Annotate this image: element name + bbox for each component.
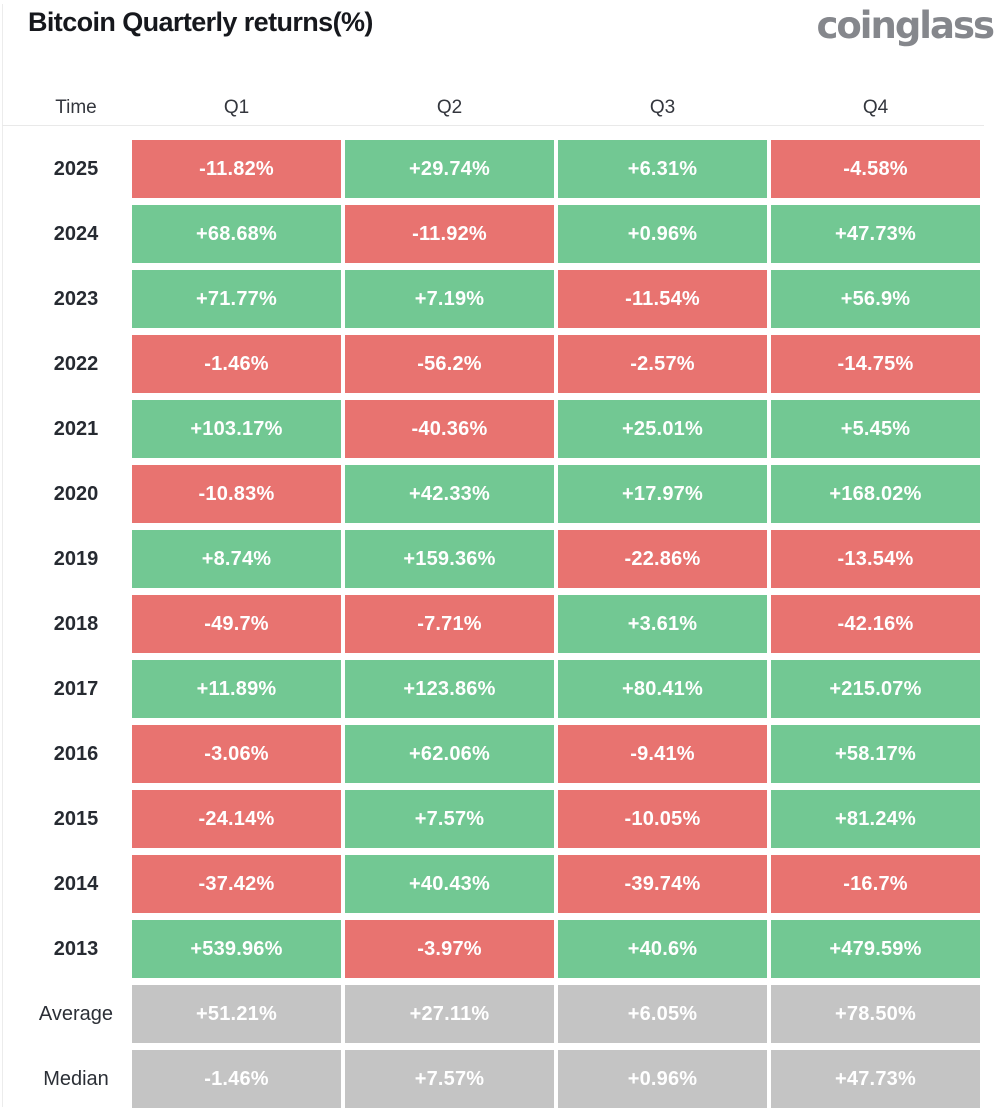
cell-2019-q2: +159.36% [345, 530, 554, 588]
row-label-median: Median [43, 1067, 109, 1090]
page-title: Bitcoin Quarterly returns(%) [28, 7, 373, 37]
cell-2025-q2: +29.74% [345, 140, 554, 198]
row-label-2019: 2019 [53, 547, 99, 570]
cell-2024-q1: +68.68% [132, 205, 341, 263]
cell-2015-q4: +81.24% [771, 790, 980, 848]
cell-2015-q3: -10.05% [558, 790, 767, 848]
row-label-average: Average [38, 1002, 114, 1025]
col-header-q4: Q4 [862, 96, 889, 118]
cell-2024-q2: -11.92% [345, 205, 554, 263]
cell-2016-q1: -3.06% [132, 725, 341, 783]
cell-2017-q2: +123.86% [345, 660, 554, 718]
cell-2021-q4: +5.45% [771, 400, 980, 458]
row-label-2020: 2020 [53, 482, 99, 505]
cell-2022-q1: -1.46% [132, 335, 341, 393]
cell-2020-q3: +17.97% [558, 465, 767, 523]
table-body: 2025 -11.82% +29.74% +6.31% -4.58% 2024 +68.68… [0, 140, 984, 1108]
cell-2025-q4: -4.58% [771, 140, 980, 198]
cell-2019-q1: +8.74% [132, 530, 341, 588]
row-label-2024: 2024 [53, 222, 99, 245]
row-label-2015: 2015 [53, 807, 99, 830]
cell-2020-q1: -10.83% [132, 465, 341, 523]
cell-2014-q4: -16.7% [771, 855, 980, 913]
cell-average-q1: +51.21% [132, 985, 341, 1043]
row-label-2023: 2023 [53, 287, 99, 310]
cell-2015-q1: -24.14% [132, 790, 341, 848]
page-header: Bitcoin Quarterly returns(%) coinglass [0, 0, 1005, 56]
cell-2024-q3: +0.96% [558, 205, 767, 263]
col-header-time: Time [55, 96, 97, 118]
row-label-2014: 2014 [53, 872, 99, 895]
cell-2016-q3: -9.41% [558, 725, 767, 783]
row-label-2022: 2022 [53, 352, 99, 375]
cell-2021-q3: +25.01% [558, 400, 767, 458]
cell-median-q3: +0.96% [558, 1050, 767, 1108]
cell-2023-q4: +56.9% [771, 270, 980, 328]
row-label-2025: 2025 [53, 157, 99, 180]
cell-2018-q2: -7.71% [345, 595, 554, 653]
cell-2016-q2: +62.06% [345, 725, 554, 783]
cell-2019-q4: -13.54% [771, 530, 980, 588]
cell-average-q2: +27.11% [345, 985, 554, 1043]
cell-2023-q3: -11.54% [558, 270, 767, 328]
cell-2018-q1: -49.7% [132, 595, 341, 653]
cell-2016-q4: +58.17% [771, 725, 980, 783]
cell-2013-q2: -3.97% [345, 920, 554, 978]
page-left-border [2, 4, 3, 1107]
table-header-row: Time Q1 Q2 Q3 Q4 [0, 90, 984, 125]
row-label-2016: 2016 [53, 742, 99, 765]
cell-2013-q4: +479.59% [771, 920, 980, 978]
cell-2022-q4: -14.75% [771, 335, 980, 393]
cell-2017-q1: +11.89% [132, 660, 341, 718]
cell-2013-q3: +40.6% [558, 920, 767, 978]
cell-2019-q3: -22.86% [558, 530, 767, 588]
cell-median-q1: -1.46% [132, 1050, 341, 1108]
cell-2014-q1: -37.42% [132, 855, 341, 913]
cell-2024-q4: +47.73% [771, 205, 980, 263]
cell-2013-q1: +539.96% [132, 920, 341, 978]
row-label-2017: 2017 [53, 677, 99, 700]
cell-2025-q3: +6.31% [558, 140, 767, 198]
row-label-2013: 2013 [53, 937, 99, 960]
coinglass-logo[interactable]: coinglass [816, 4, 995, 47]
cell-average-q3: +6.05% [558, 985, 767, 1043]
cell-2021-q1: +103.17% [132, 400, 341, 458]
cell-2023-q1: +71.77% [132, 270, 341, 328]
quarterly-returns-table: Time Q1 Q2 Q3 Q4 2025 -11.82% +29.74% +6.31% -4.… [0, 90, 984, 1108]
header-divider [2, 125, 984, 126]
cell-average-q4: +78.50% [771, 985, 980, 1043]
row-label-2021: 2021 [53, 417, 99, 440]
cell-2018-q3: +3.61% [558, 595, 767, 653]
cell-median-q4: +47.73% [771, 1050, 980, 1108]
cell-2015-q2: +7.57% [345, 790, 554, 848]
col-header-q3: Q3 [649, 96, 676, 118]
cell-2021-q2: -40.36% [345, 400, 554, 458]
cell-2020-q4: +168.02% [771, 465, 980, 523]
cell-2025-q1: -11.82% [132, 140, 341, 198]
cell-median-q2: +7.57% [345, 1050, 554, 1108]
row-label-2018: 2018 [53, 612, 99, 635]
cell-2014-q2: +40.43% [345, 855, 554, 913]
cell-2020-q2: +42.33% [345, 465, 554, 523]
cell-2023-q2: +7.19% [345, 270, 554, 328]
cell-2014-q3: -39.74% [558, 855, 767, 913]
col-header-q1: Q1 [223, 96, 250, 118]
cell-2022-q2: -56.2% [345, 335, 554, 393]
col-header-q2: Q2 [436, 96, 463, 118]
cell-2022-q3: -2.57% [558, 335, 767, 393]
cell-2017-q4: +215.07% [771, 660, 980, 718]
cell-2017-q3: +80.41% [558, 660, 767, 718]
cell-2018-q4: -42.16% [771, 595, 980, 653]
